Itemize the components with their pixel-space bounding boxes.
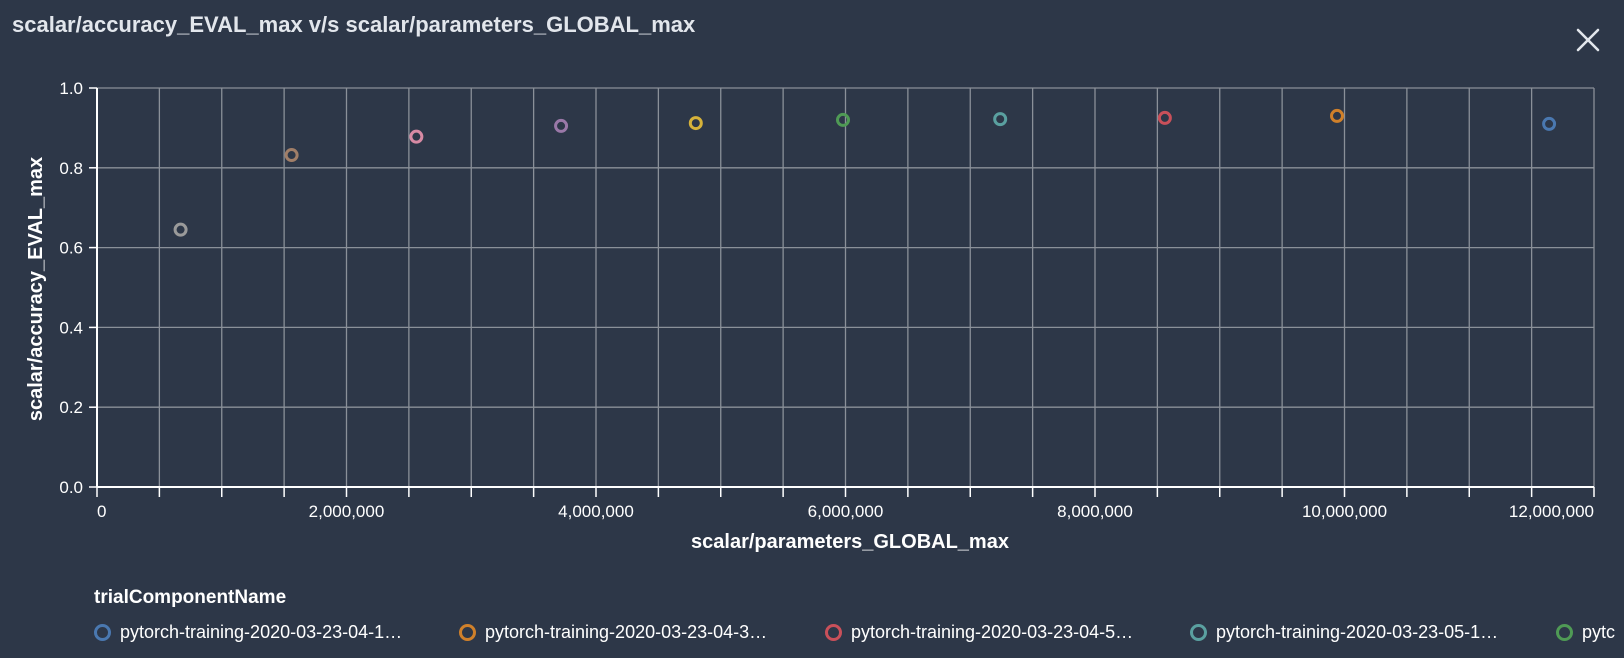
y-tick-label: 0.0 <box>59 478 83 497</box>
panel-title: scalar/accuracy_EVAL_max v/s scalar/para… <box>12 12 696 37</box>
x-tick-label: 0 <box>97 502 106 521</box>
y-tick-label: 0.6 <box>59 239 83 258</box>
y-tick-label: 0.2 <box>59 398 83 417</box>
y-tick-label: 0.4 <box>59 318 83 337</box>
y-tick-label: 1.0 <box>59 79 83 98</box>
y-tick-label: 0.8 <box>59 159 83 178</box>
scatter-point[interactable] <box>554 118 569 133</box>
scatter-point[interactable] <box>284 148 299 163</box>
scatter-point[interactable] <box>836 112 851 127</box>
grid-lines <box>96 87 1595 488</box>
scatter-point[interactable] <box>409 129 424 144</box>
legend-title: trialComponentName <box>94 587 287 608</box>
legend-swatch <box>1556 623 1573 641</box>
scatter-point[interactable] <box>173 222 188 237</box>
legend-swatch <box>825 623 842 641</box>
x-tick-label: 6,000,000 <box>808 502 884 521</box>
data-points <box>173 108 1557 237</box>
legend-item[interactable]: pytorch-training-2020-03-23-04-5… <box>825 617 1133 647</box>
x-tick-label: 2,000,000 <box>309 502 385 521</box>
legend-item[interactable]: pytorch-training-2020-03-23-05-1… <box>1190 617 1498 647</box>
axes <box>89 87 1595 497</box>
legend: pytorch-training-2020-03-23-04-1… pytorch… <box>94 617 1624 647</box>
legend-label: pytorch-training-2020-03-23-04-5… <box>851 621 1134 642</box>
x-axis-label: scalar/parameters_GLOBAL_max <box>691 531 1009 553</box>
legend-item[interactable]: pytorch-training-2020-03-23-04-1… <box>94 617 402 647</box>
legend-swatch <box>459 623 476 641</box>
legend-label: pytorch-training-2020-03-23-04-1… <box>120 621 403 642</box>
x-tick-label: 4,000,000 <box>558 502 634 521</box>
scatter-point[interactable] <box>1542 116 1557 131</box>
legend-label: pytc <box>1582 621 1616 642</box>
legend-swatch <box>94 623 111 641</box>
x-tick-label: 10,000,000 <box>1302 502 1387 521</box>
scatter-point[interactable] <box>1157 110 1172 125</box>
y-axis-label: scalar/accuracy_EVAL_max <box>25 157 47 421</box>
legend-swatch <box>1190 623 1207 641</box>
scatter-chart: 0 2,000,000 4,000,000 6,000,000 8,000,000 10,… <box>25 79 1595 553</box>
x-tick-label: 12,000,000 <box>1509 502 1594 521</box>
legend-item[interactable]: pytc <box>1556 617 1615 647</box>
scatter-point[interactable] <box>1330 108 1345 123</box>
scatter-point[interactable] <box>993 112 1008 127</box>
tick-labels: 0 2,000,000 4,000,000 6,000,000 8,000,000 10,… <box>59 79 1594 521</box>
close-icon[interactable] <box>1570 22 1606 58</box>
x-tick-label: 8,000,000 <box>1057 502 1133 521</box>
legend-label: pytorch-training-2020-03-23-05-1… <box>1216 621 1499 642</box>
scatter-point[interactable] <box>688 116 703 131</box>
legend-label: pytorch-training-2020-03-23-04-3… <box>485 621 768 642</box>
legend-item[interactable]: pytorch-training-2020-03-23-04-3… <box>459 617 767 647</box>
